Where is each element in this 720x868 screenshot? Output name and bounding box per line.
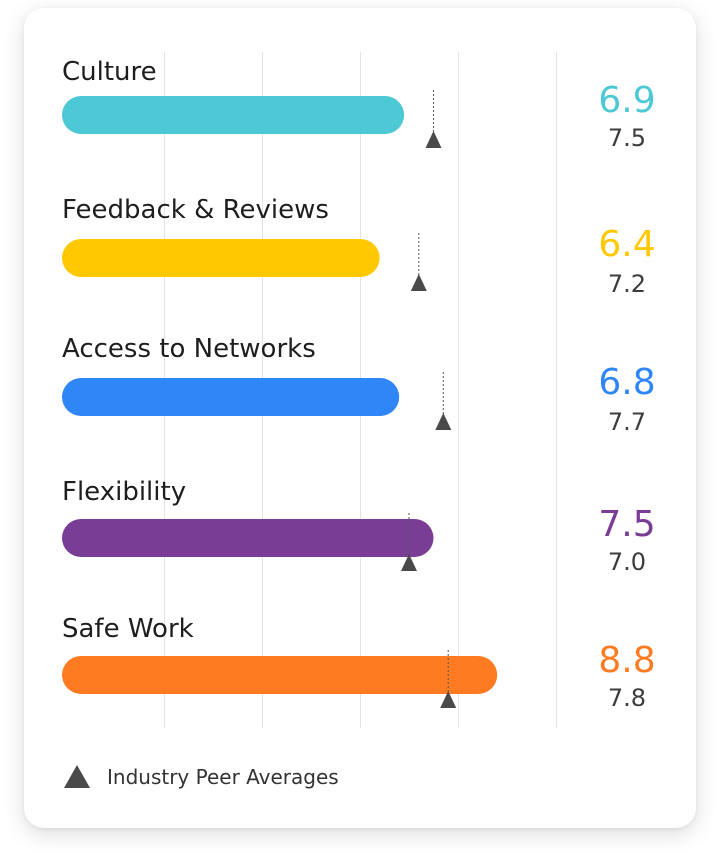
score-value: 7.5 bbox=[598, 504, 655, 545]
score-value: 6.8 bbox=[598, 362, 655, 403]
category-label: Safe Work bbox=[62, 614, 194, 644]
peer-average-value: 7.8 bbox=[608, 684, 646, 712]
peer-average-value: 7.2 bbox=[608, 270, 646, 298]
bar bbox=[62, 656, 498, 694]
category-label: Access to Networks bbox=[62, 334, 316, 364]
bar bbox=[62, 96, 405, 134]
category-label: Culture bbox=[62, 57, 157, 87]
score-value: 6.9 bbox=[598, 80, 655, 121]
peer-marker-triangle bbox=[440, 691, 457, 708]
score-value: 6.4 bbox=[598, 224, 655, 265]
peer-marker-triangle bbox=[435, 413, 452, 430]
bar bbox=[62, 519, 434, 557]
bar bbox=[62, 378, 400, 416]
score-value: 8.8 bbox=[598, 640, 655, 681]
category-label: Flexibility bbox=[62, 477, 186, 507]
legend-triangle-icon bbox=[64, 765, 90, 788]
peer-marker-triangle bbox=[410, 274, 427, 291]
category-label: Feedback & Reviews bbox=[62, 195, 329, 225]
peer-average-value: 7.5 bbox=[608, 124, 646, 152]
peer-marker-triangle bbox=[425, 131, 442, 148]
peer-marker-triangle bbox=[401, 554, 417, 571]
bar bbox=[62, 239, 380, 277]
legend-label: Industry Peer Averages bbox=[107, 765, 339, 789]
peer-average-value: 7.0 bbox=[608, 548, 646, 576]
peer-average-value: 7.7 bbox=[608, 408, 646, 436]
